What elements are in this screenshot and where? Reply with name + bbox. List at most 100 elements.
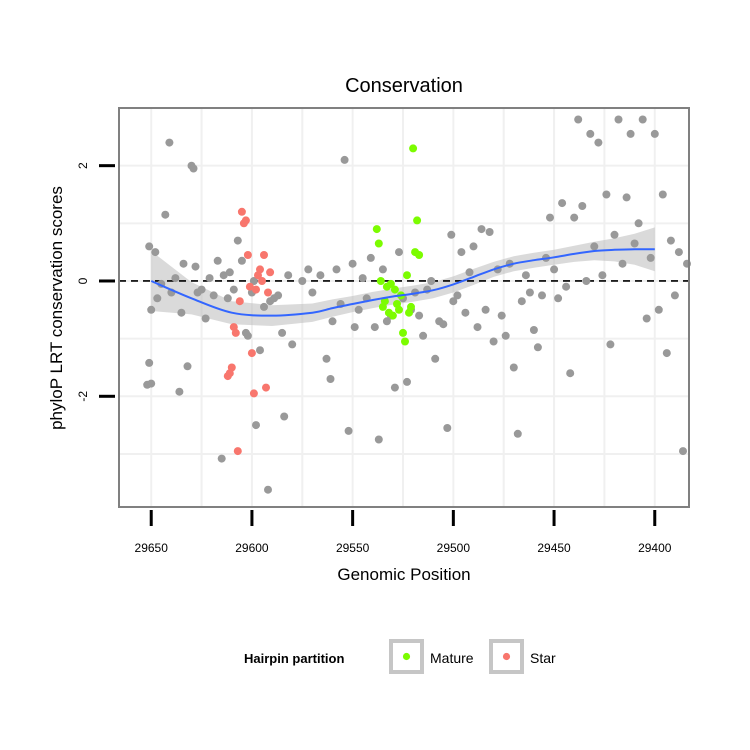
point-other xyxy=(374,435,383,444)
point-other xyxy=(256,346,264,355)
point-other xyxy=(217,454,226,463)
point-star xyxy=(233,447,242,456)
smooth-confidence-ribbon xyxy=(151,227,655,326)
point-star xyxy=(237,207,246,216)
y-tick-label: -2 xyxy=(76,391,90,402)
point-other xyxy=(143,380,152,389)
point-other xyxy=(165,138,174,147)
y-tick-label: 0 xyxy=(76,277,90,284)
point-mature xyxy=(395,305,403,314)
point-other xyxy=(554,294,563,303)
point-other xyxy=(485,228,494,236)
point-other xyxy=(304,265,313,274)
point-star xyxy=(262,383,270,392)
point-mature xyxy=(399,328,407,337)
smooth-trend-line xyxy=(150,248,655,317)
point-star xyxy=(260,251,268,259)
point-other xyxy=(382,317,391,326)
point-other xyxy=(574,115,583,124)
point-other xyxy=(469,242,478,251)
point-other xyxy=(582,277,591,285)
point-other xyxy=(308,288,317,297)
panel-border xyxy=(118,107,690,508)
point-other xyxy=(366,253,375,262)
point-star xyxy=(249,389,258,398)
point-other xyxy=(662,349,671,358)
point-other xyxy=(570,213,579,222)
point-other xyxy=(658,190,667,199)
point-other xyxy=(161,210,170,219)
point-other xyxy=(350,323,359,332)
point-other xyxy=(550,265,559,274)
point-other xyxy=(501,331,510,340)
point-other xyxy=(614,115,623,124)
legend-title: Hairpin partition xyxy=(244,651,344,666)
point-other xyxy=(151,248,160,257)
point-other xyxy=(525,288,534,297)
point-other xyxy=(326,375,335,383)
point-other xyxy=(403,377,411,386)
point-other xyxy=(646,253,655,262)
point-mature xyxy=(407,302,415,311)
point-other xyxy=(205,274,214,283)
point-other xyxy=(606,340,615,349)
point-other xyxy=(517,297,526,306)
point-other xyxy=(562,282,571,291)
point-mature xyxy=(386,279,395,288)
point-other xyxy=(618,259,627,268)
y-axis-ticks: 2 0 -2 xyxy=(76,162,115,402)
point-other xyxy=(453,291,462,300)
point-star xyxy=(256,265,264,274)
point-other xyxy=(674,248,683,257)
point-mature xyxy=(401,337,409,346)
point-mature xyxy=(374,239,383,248)
grid-lines xyxy=(119,108,689,507)
point-other xyxy=(439,320,448,329)
legend-label-star: Star xyxy=(530,650,556,666)
point-other xyxy=(546,213,554,222)
point-other xyxy=(278,328,287,337)
point-other xyxy=(590,242,599,251)
point-other xyxy=(477,225,486,234)
point-other xyxy=(650,129,659,138)
point-star xyxy=(245,282,254,291)
point-other xyxy=(378,265,387,274)
point-other xyxy=(666,236,675,245)
x-axis-ticks: 29650 29600 29550 29500 29450 29400 xyxy=(135,510,672,555)
point-other xyxy=(191,262,200,271)
point-star xyxy=(231,328,240,337)
point-other xyxy=(370,323,379,332)
point-star xyxy=(266,268,275,277)
point-other xyxy=(610,230,619,239)
point-other xyxy=(348,259,357,268)
point-other xyxy=(634,219,643,228)
y-axis-title: phyloP LRT conservation scores xyxy=(47,186,66,430)
point-other xyxy=(598,271,607,280)
point-other xyxy=(461,308,470,317)
x-tick-label: 29400 xyxy=(638,541,672,555)
point-other xyxy=(179,259,188,268)
point-other xyxy=(626,129,635,138)
x-tick-label: 29600 xyxy=(235,541,269,555)
point-other xyxy=(679,447,687,456)
point-other xyxy=(209,291,218,300)
point-other xyxy=(171,274,180,283)
point-other xyxy=(489,337,498,346)
point-other xyxy=(280,412,289,421)
point-other xyxy=(465,268,474,277)
point-other xyxy=(630,239,639,248)
point-other xyxy=(415,311,424,320)
point-star xyxy=(235,297,244,306)
x-tick-label: 29500 xyxy=(437,541,471,555)
point-other xyxy=(260,302,268,311)
point-other xyxy=(233,236,242,245)
point-other xyxy=(449,297,458,306)
point-other xyxy=(354,305,363,314)
point-other xyxy=(147,305,156,314)
point-other xyxy=(197,285,206,294)
point-other xyxy=(638,115,647,124)
point-other xyxy=(443,424,452,432)
point-other xyxy=(509,363,518,372)
point-mature xyxy=(388,311,397,320)
